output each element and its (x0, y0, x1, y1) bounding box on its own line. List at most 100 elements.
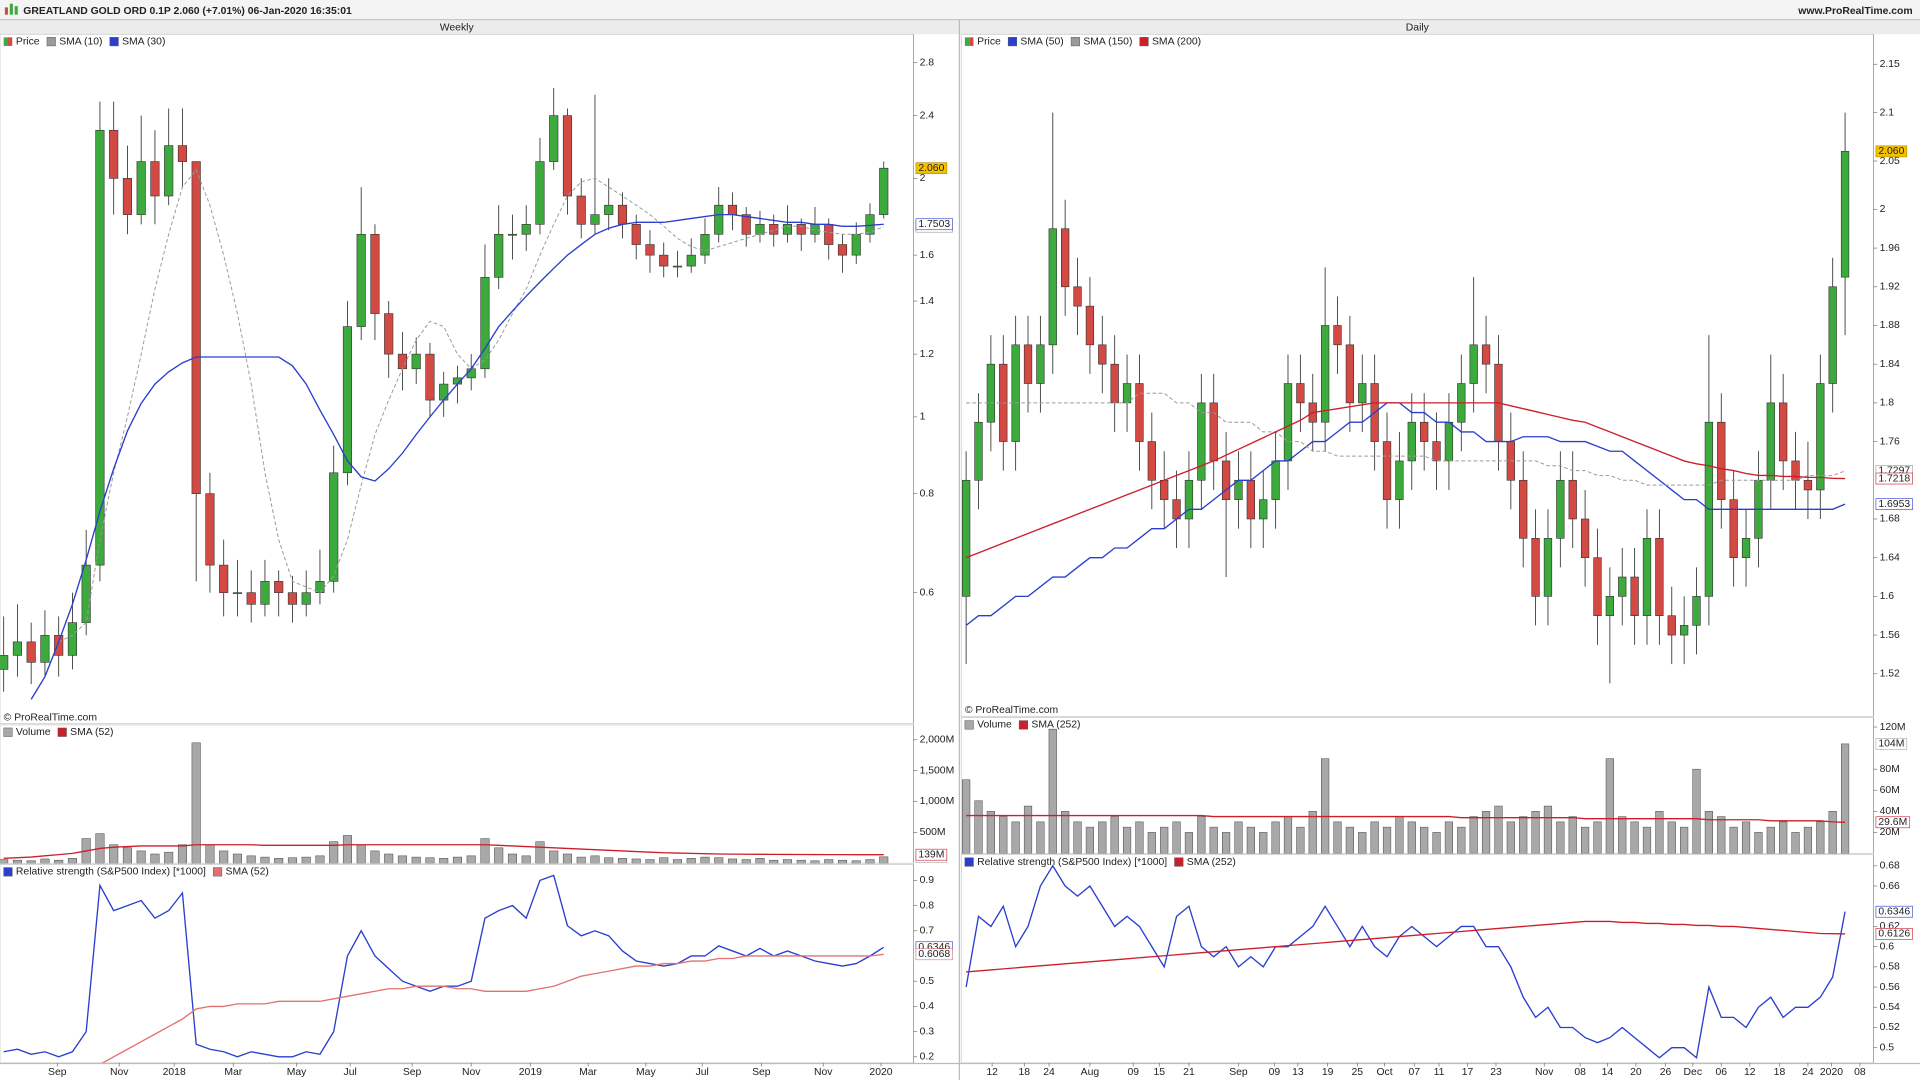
y-tick-label: 0.2 (920, 1052, 935, 1063)
volume-bar (67, 858, 77, 864)
x-tick-label: Mar (579, 1067, 597, 1078)
series-line (101, 953, 884, 1063)
candle-body (164, 145, 174, 197)
volume-bar (1432, 832, 1441, 854)
last-value-box (915, 218, 953, 231)
x-tick-label: 2018 (163, 1067, 186, 1078)
candle-body (425, 353, 435, 401)
candle-body (1630, 576, 1639, 617)
volume-bar (999, 816, 1008, 854)
volume-bar (480, 838, 490, 864)
volume-bar (521, 855, 531, 864)
last-value-box (1875, 816, 1911, 829)
x-tick-label: 20 (1630, 1067, 1642, 1078)
candle-body (1791, 460, 1800, 481)
legend-label: SMA (252) (1031, 720, 1080, 731)
legend-swatch (969, 37, 974, 46)
candle-body (986, 363, 996, 423)
volume-bar (246, 855, 256, 864)
volume-bar (205, 844, 215, 864)
y-tick-label: 0.68 (1880, 861, 1900, 872)
candle-body (700, 233, 710, 256)
y-tick-label: 1.6 (1880, 591, 1895, 602)
legend-label: Relative strength (S&P500 Index) [*1000] (16, 867, 206, 878)
y-tick-label: 20M (1880, 827, 1900, 838)
candle-body (562, 115, 573, 197)
candle-body (1580, 518, 1590, 558)
volume-bar (562, 853, 572, 864)
candle-body (1618, 576, 1627, 597)
candle-body (782, 224, 793, 235)
x-tick-label: 24 (1043, 1067, 1055, 1078)
volume-bar (962, 779, 971, 854)
volume-bar (1605, 758, 1614, 854)
last-value-label: 2.060 (918, 163, 944, 174)
candle-body (1110, 363, 1119, 404)
candle-body (1593, 557, 1602, 617)
y-tick-label: 2.8 (920, 57, 935, 68)
volume-bar (177, 844, 187, 864)
plot (0, 88, 889, 700)
candle-body (109, 129, 119, 179)
y-tick-label: 1.2 (920, 349, 935, 360)
candle-body (219, 564, 229, 593)
volume-bar (1345, 826, 1354, 854)
last-value-label: 139M (918, 849, 944, 860)
series-line (965, 864, 1846, 1060)
x-tick-label: 18 (1774, 1067, 1786, 1078)
y-tick-label: 120M (1880, 722, 1906, 733)
candle-body (549, 115, 559, 162)
candle-body (1840, 151, 1850, 278)
legend-swatch (3, 867, 13, 877)
x-tick-label: 26 (1660, 1067, 1672, 1078)
volume-bar (986, 811, 995, 854)
candle-body (879, 167, 889, 215)
y-tick-label: 60M (1880, 785, 1900, 796)
volume-bar (1704, 811, 1713, 854)
legend-swatch (1174, 857, 1184, 867)
x-tick-label: 11 (1434, 1067, 1445, 1078)
candle-body (1543, 538, 1553, 597)
volume-bar (397, 855, 407, 864)
legend-label: Price (16, 36, 40, 47)
x-tick-label: Oct (1376, 1067, 1392, 1078)
y-tick-label: 0.7 (920, 926, 935, 937)
y-tick-label: 2,000M (920, 734, 955, 745)
last-value-box (1875, 472, 1913, 485)
series-line (966, 814, 1846, 823)
candle-body (1184, 479, 1194, 520)
candle-body (507, 233, 518, 236)
x-tick-label: Nov (110, 1067, 129, 1078)
volume-bar (1395, 816, 1404, 854)
volume-bar (12, 859, 22, 864)
y-tick-label: 0.4 (920, 1001, 935, 1012)
candle-body (1531, 538, 1540, 597)
candle-body (260, 581, 270, 605)
logo (4, 3, 18, 15)
volume-bar (136, 850, 146, 864)
y-tick-label: 2 (920, 173, 926, 184)
volume-bar (260, 856, 270, 864)
legend-label: SMA (150) (1083, 36, 1132, 47)
volume-bar (1296, 826, 1305, 854)
candle-body (274, 581, 284, 593)
timeframe-label: Daily (1406, 22, 1430, 33)
volume-bar (1023, 805, 1033, 854)
header-bar (0, 0, 1920, 20)
volume-bar (232, 853, 242, 864)
volume-bar (879, 856, 889, 864)
x-tick-label: 2019 (519, 1067, 542, 1078)
volume-bar (164, 851, 174, 864)
candle-body (1147, 441, 1156, 481)
volume-bar (109, 844, 119, 864)
candle-body (1382, 441, 1392, 500)
y-tick-label: 0.5 (1880, 1042, 1895, 1053)
volume-bar (40, 858, 50, 864)
volume-bar (1729, 826, 1738, 854)
candle-body (1023, 344, 1033, 384)
series-line (965, 402, 1846, 559)
volume-bar (1234, 821, 1243, 854)
legend-swatch (1007, 37, 1017, 47)
candle-body (54, 635, 64, 656)
y-tick-label: 2.4 (920, 110, 935, 121)
